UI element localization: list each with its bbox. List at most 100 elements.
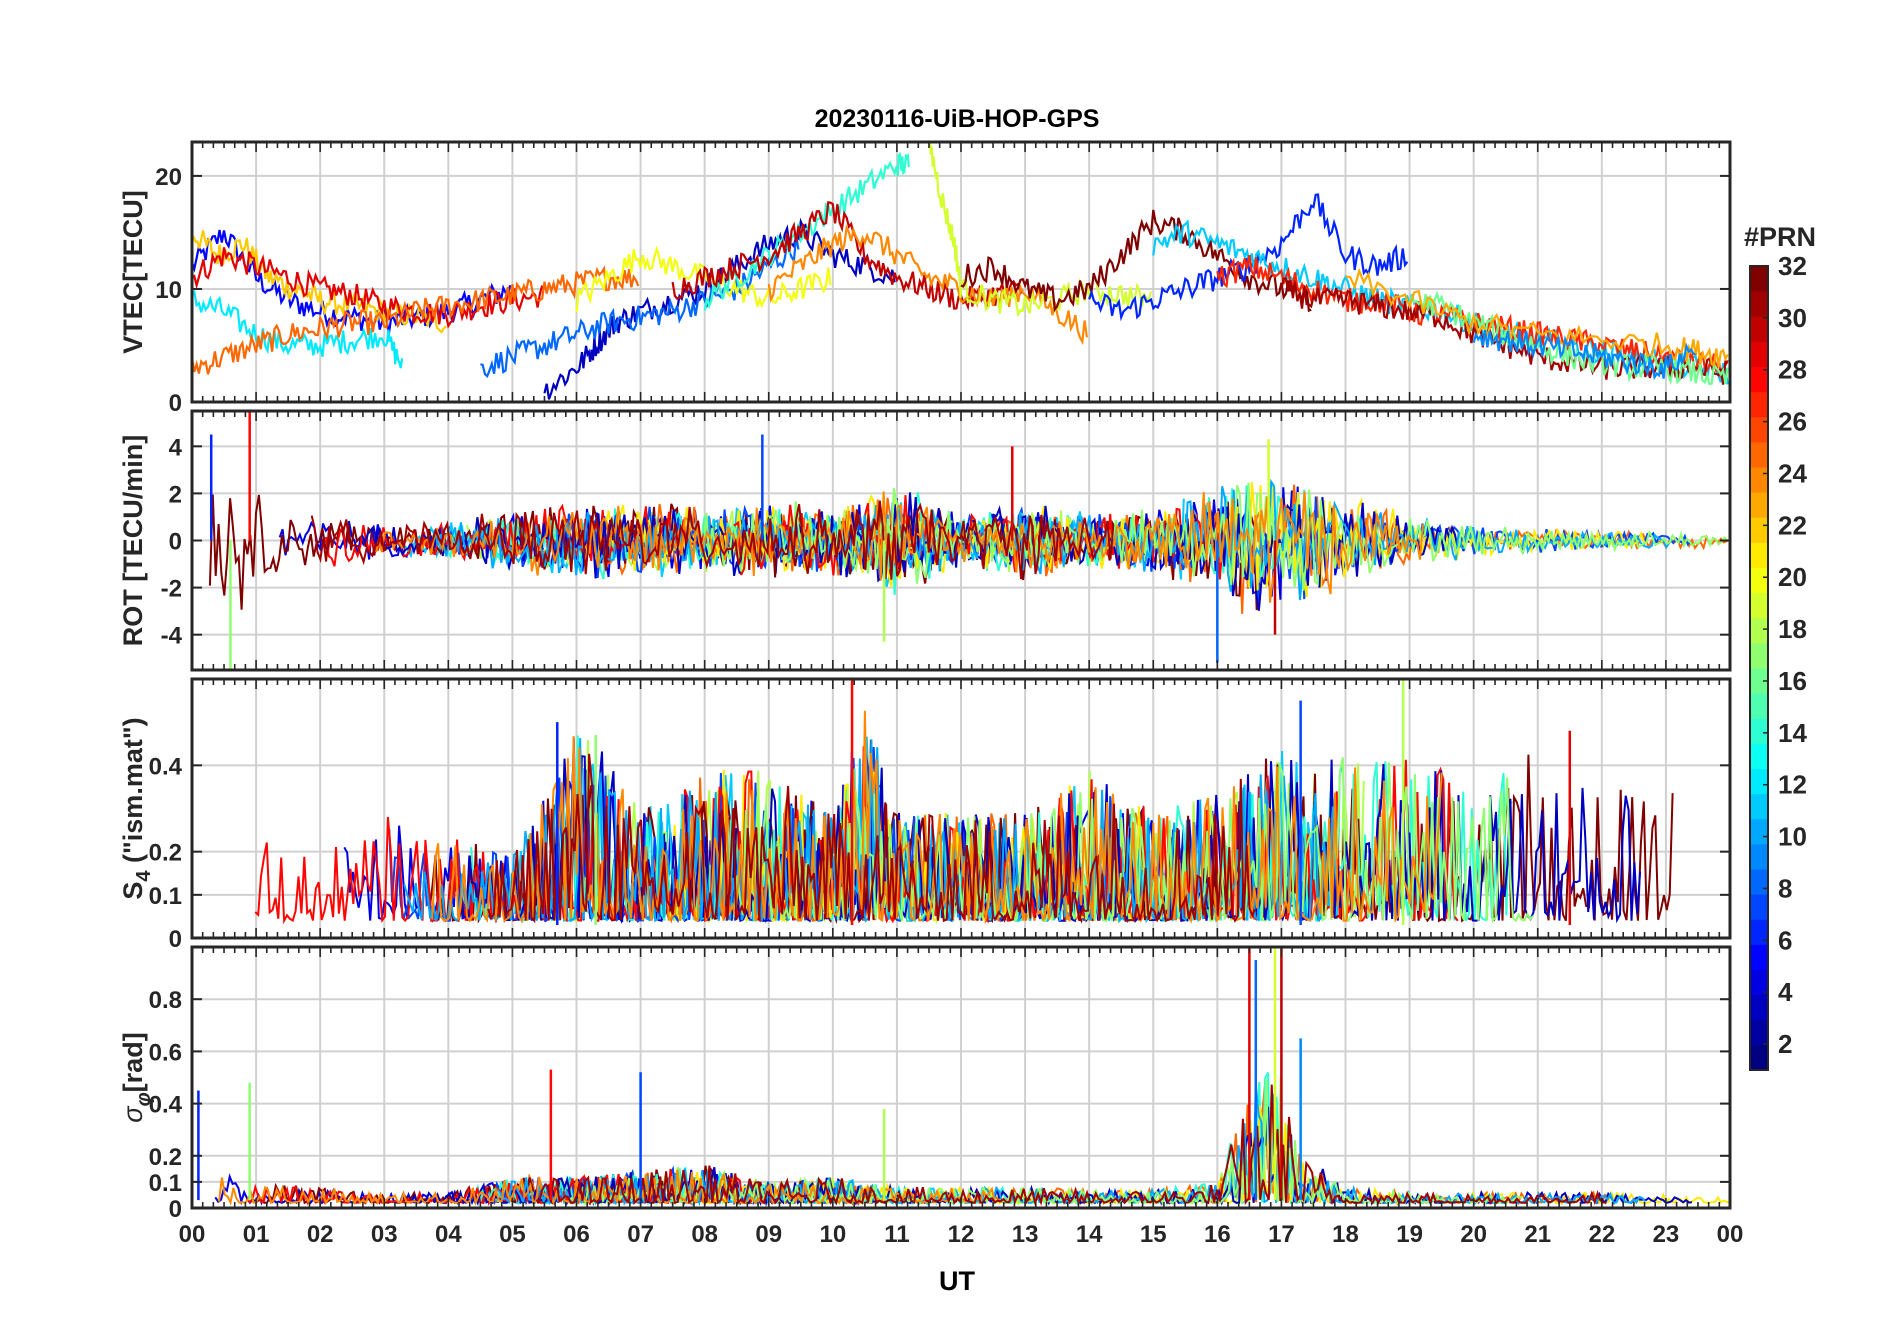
y-tick-label: 0.1	[149, 883, 182, 910]
trace-prn-24	[431, 710, 1443, 924]
colorbar-level	[1750, 567, 1768, 594]
colorbar-level	[1750, 843, 1768, 870]
panel-rot: -4 -2 0 2 4 ROT [TECU/min]	[118, 409, 1732, 672]
trace-prn-31	[535, 1084, 1607, 1207]
y-tick-label: 0.1	[149, 1170, 182, 1197]
colorbar-level	[1750, 341, 1768, 367]
series-prn-20	[575, 245, 832, 313]
colorbar-level	[1750, 366, 1768, 393]
colorbar-title: #PRN	[1744, 222, 1816, 252]
x-tick-label: 19	[1396, 1221, 1423, 1248]
y-tick-label: 2	[169, 481, 182, 508]
colorbar-level	[1750, 944, 1768, 970]
x-tick-label: 17	[1268, 1221, 1295, 1248]
colorbar-level	[1750, 467, 1768, 493]
y-tick-label: 10	[155, 277, 182, 304]
colorbar-tick-label: 6	[1778, 925, 1792, 955]
colorbar-level	[1750, 919, 1768, 945]
x-tick-label: 13	[1012, 1221, 1039, 1248]
colorbar-level	[1750, 668, 1768, 694]
colorbar-level	[1750, 291, 1768, 317]
colorbar-level	[1750, 517, 1768, 543]
x-tick-label: 18	[1332, 1221, 1359, 1248]
y-axis-label-vtec: VTEC[TECU]	[118, 190, 148, 354]
colorbar-level	[1750, 969, 1768, 996]
x-tick-label: 03	[371, 1221, 398, 1248]
colorbar-frame	[1749, 265, 1769, 1071]
colorbar-tick-label: 4	[1778, 977, 1793, 1007]
x-tick-label: 07	[627, 1221, 654, 1248]
colorbar-level	[1750, 542, 1768, 568]
colorbar-level	[1750, 391, 1768, 418]
y-axis-label-s4: S4 ("ism.mat")	[118, 717, 155, 899]
colorbar-level	[1750, 894, 1768, 920]
y-tick-label: 0.8	[149, 987, 182, 1014]
colorbar-level	[1750, 642, 1768, 669]
x-tick-label: 22	[1588, 1221, 1615, 1248]
plot-area-s4	[254, 679, 1674, 926]
colorbar-level	[1750, 768, 1768, 795]
plot-area-vtec	[192, 142, 1729, 400]
colorbar-level	[1750, 592, 1768, 619]
plot-area-rot	[208, 411, 1730, 670]
y-axis-label-sigma_phi: σφ[rad]	[118, 1032, 155, 1122]
x-tick-label: 06	[563, 1221, 590, 1248]
colorbar-level	[1750, 994, 1768, 1021]
x-tick-label: 21	[1524, 1221, 1551, 1248]
colorbar-level	[1750, 1044, 1768, 1071]
y-tick-label: 0	[169, 529, 182, 556]
colorbar-tick-label: 2	[1778, 1029, 1792, 1059]
y-tick-label: 0	[169, 1196, 182, 1223]
x-tick-label: 09	[755, 1221, 782, 1248]
x-tick-label: 05	[499, 1221, 526, 1248]
colorbar-level	[1750, 492, 1768, 518]
y-tick-label: 0	[169, 926, 182, 953]
series-prn-19	[929, 142, 1153, 318]
colorbar-tick-label: 14	[1778, 718, 1807, 748]
colorbar-level	[1750, 818, 1768, 845]
series-prn-12	[192, 289, 404, 369]
colorbar-tick-label: 28	[1778, 355, 1807, 385]
colorbar-level	[1750, 416, 1768, 443]
y-tick-label: 0	[169, 390, 182, 417]
trace-prn-24	[375, 491, 1424, 603]
series-prn-25	[192, 265, 640, 375]
x-tick-label: 00	[1717, 1221, 1744, 1248]
colorbar-tick-label: 20	[1778, 562, 1807, 592]
trace-prn-31	[310, 500, 1115, 580]
y-tick-label: 0.2	[149, 840, 182, 867]
y-tick-label: 0.2	[149, 1144, 182, 1171]
y-tick-label: 0.6	[149, 1039, 182, 1066]
y-tick-label: 20	[155, 164, 182, 191]
x-tick-label: 23	[1653, 1221, 1680, 1248]
x-tick-label: 20	[1460, 1221, 1487, 1248]
y-tick-label: 0.4	[149, 1092, 183, 1119]
x-tick-label: 12	[948, 1221, 975, 1248]
x-axis-label: UT	[939, 1266, 975, 1296]
x-tick-label: 11	[884, 1221, 909, 1248]
colorbar-tick-label: 18	[1778, 614, 1807, 644]
colorbar-tick-label: 16	[1778, 666, 1807, 696]
series-prn-32	[960, 209, 1312, 313]
colorbar-level	[1750, 869, 1768, 895]
y-tick-label: -4	[161, 623, 183, 650]
colorbar-tick-label: 8	[1778, 873, 1792, 903]
x-tick-label: 08	[691, 1221, 718, 1248]
colorbar-level	[1750, 693, 1768, 719]
x-tick-label: 02	[307, 1221, 334, 1248]
colorbar-level	[1750, 793, 1768, 820]
x-tick-label: 01	[243, 1221, 270, 1248]
trace-prn-31	[487, 753, 1257, 924]
colorbar-level	[1750, 316, 1768, 342]
colorbar-level	[1750, 266, 1768, 292]
colorbar-level	[1750, 743, 1768, 769]
x-tick-label: 16	[1204, 1221, 1231, 1248]
series-prn-14	[703, 151, 910, 311]
series-prn-8	[479, 236, 800, 379]
colorbar-tick-label: 26	[1778, 407, 1807, 437]
x-tick-label: 04	[435, 1221, 462, 1248]
x-tick-label: 14	[1076, 1221, 1103, 1248]
colorbar-tick-label: 30	[1778, 303, 1807, 333]
